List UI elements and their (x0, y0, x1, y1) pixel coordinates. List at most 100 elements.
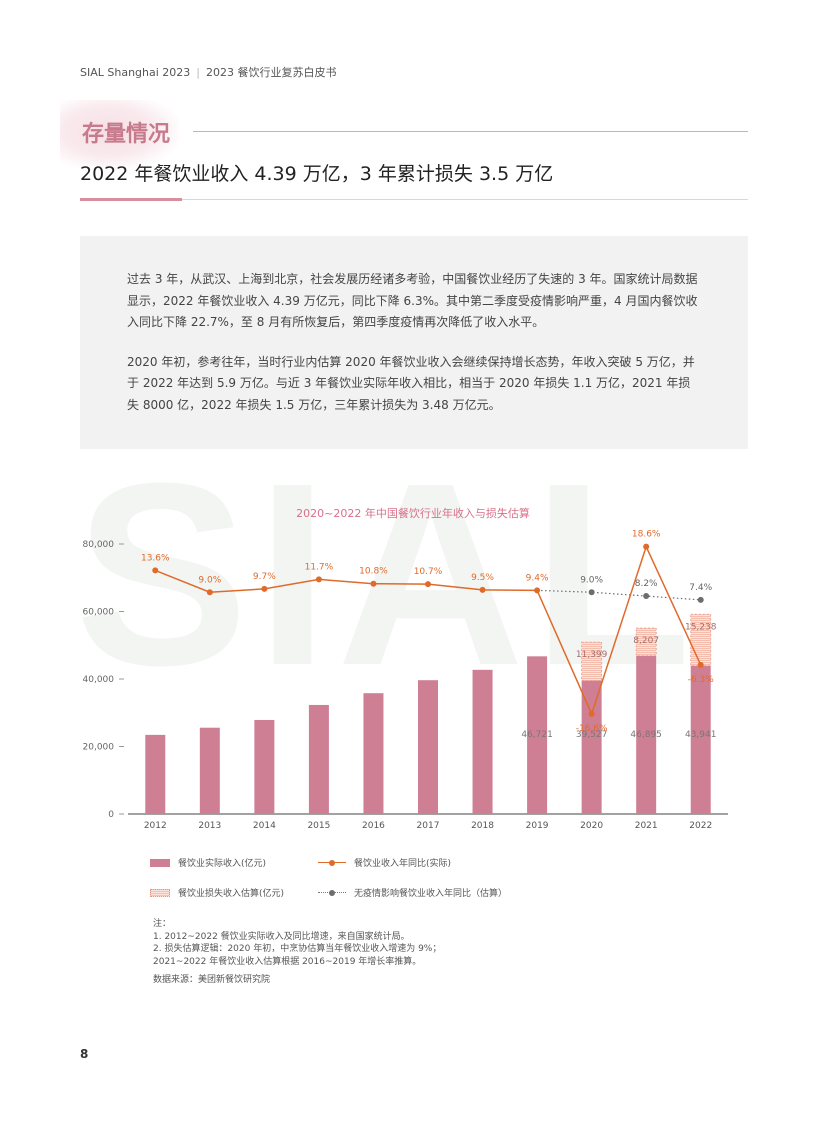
revenue-bar (418, 680, 438, 814)
header-brand: SIAL Shanghai 2023 (80, 66, 191, 79)
legend-label-actual: 餐饮业实际收入(亿元) (178, 859, 267, 869)
yoy-point (697, 661, 704, 668)
x-tick-label: 2012 (144, 821, 167, 831)
estimated-yoy-label: 7.4% (689, 583, 712, 593)
estimated-yoy-point (697, 596, 704, 603)
chart-notes: 注： 1. 2012~2022 餐饮业实际收入及同比增速，来自国家统计局。 2.… (153, 918, 441, 987)
yoy-point (534, 587, 541, 594)
x-tick-label: 2017 (417, 821, 440, 831)
yoy-point (152, 567, 159, 574)
x-tick-label: 2022 (689, 821, 712, 831)
y-tick-label: 60,000 (83, 608, 115, 618)
revenue-bar (199, 727, 220, 814)
note-2: 2. 损失估算逻辑：2020 年初，中烹协估算当年餐饮业收入增速为 9%； (153, 944, 442, 954)
yoy-point (479, 586, 486, 593)
loss-value-label: 8,207 (633, 636, 659, 646)
yoy-point (206, 589, 213, 596)
x-tick-label: 2020 (580, 821, 603, 831)
legend-label-est: 无疫情影响餐饮业收入年同比（估算） (354, 889, 508, 899)
legend-label-yoy: 餐饮业收入年同比(实际) (354, 859, 452, 869)
revenue-bar (472, 669, 493, 814)
y-tick-label: 0 (108, 810, 114, 820)
x-tick-label: 2021 (635, 821, 658, 831)
loss-value-label: 15,238 (685, 622, 717, 632)
revenue-loss-chart: 2020~2022 年中国餐饮行业年收入与损失估算 0 20,000 40,000 60… (83, 506, 728, 831)
revenue-value-label: 46,721 (521, 730, 553, 740)
estimated-yoy-point (588, 589, 595, 596)
section-title: 存量情况 (82, 121, 171, 147)
yoy-point (370, 580, 377, 587)
revenue-value-label: 39,527 (576, 730, 608, 740)
y-tick-label: 20,000 (83, 743, 115, 753)
revenue-bar (636, 655, 657, 814)
legend-item-actual: 餐饮业实际收入(亿元) (150, 856, 266, 869)
loss-value-label: 11,399 (576, 650, 608, 660)
revenue-bar (690, 665, 711, 814)
yoy-label: -6.3% (688, 675, 715, 685)
revenue-bar (363, 693, 384, 814)
yoy-label: 18.6% (632, 530, 661, 540)
yoy-point (261, 585, 268, 592)
legend-item-loss: 餐饮业损失收入估算(亿元) (150, 886, 284, 899)
legend-swatch-est (318, 889, 346, 897)
yoy-label: 9.5% (471, 573, 494, 583)
estimated-yoy-label: 8.2% (635, 579, 658, 589)
note-1: 1. 2012~2022 餐饮业实际收入及同比增速，来自国家统计局。 (153, 931, 410, 942)
yoy-label: 11.7% (305, 562, 334, 572)
section-heading: 存量情况 (60, 100, 750, 170)
yoy-point (643, 543, 650, 550)
section-title-decoration (60, 100, 180, 170)
note-2-cont: 2021~2022 年餐饮业收入估算根据 2016~2019 年增长率推算。 (153, 956, 422, 967)
x-tick-label: 2018 (471, 821, 494, 831)
legend-item-yoy: 餐饮业收入年同比(实际) (318, 856, 451, 869)
yoy-label: -16.6% (576, 724, 608, 734)
y-tick-label: 80,000 (83, 540, 115, 550)
header-doc-title: 2023 餐饮行业复苏白皮书 (206, 66, 337, 79)
x-tick-label: 2015 (307, 821, 330, 831)
x-tick-label: 2016 (362, 821, 385, 831)
yoy-point (315, 576, 322, 583)
loss-bar (635, 627, 657, 657)
yoy-label: 10.7% (414, 567, 443, 577)
summary-box: 过去 3 年，从武汉、上海到北京，社会发展历经诸多考验，中国餐饮业经历了失速的 … (80, 236, 748, 449)
legend-swatch-yoy (318, 859, 346, 867)
notes-title: 注： (153, 919, 172, 929)
loss-bar (581, 641, 603, 681)
legend-swatch-loss (150, 888, 170, 897)
estimated-yoy-label: 9.0% (580, 575, 603, 585)
x-tick-label: 2014 (253, 821, 276, 831)
y-tick-label: 40,000 (83, 675, 115, 685)
legend-swatch-actual (150, 858, 170, 867)
estimated-yoy-line (537, 589, 701, 601)
revenue-value-label: 46,895 (630, 730, 662, 740)
yoy-label: 10.8% (359, 567, 388, 577)
revenue-bar (308, 704, 329, 814)
estimated-yoy-point (643, 593, 650, 600)
yoy-label: 13.6% (141, 553, 170, 563)
header-separator: | (196, 66, 201, 79)
yoy-label: 9.0% (198, 575, 221, 585)
x-tick-label: 2019 (526, 821, 549, 831)
x-tick-label: 2013 (198, 821, 221, 831)
headline-divider (80, 199, 748, 200)
legend-item-est: 无疫情影响餐饮业收入年同比（估算） (318, 886, 507, 899)
data-source: 数据来源：美团新餐饮研究院 (153, 975, 271, 985)
page-header: SIAL Shanghai 2023 | 2023 餐饮行业复苏白皮书 (80, 64, 337, 80)
revenue-bar (581, 680, 602, 814)
section-divider (193, 131, 748, 132)
yoy-label: 9.4% (526, 573, 549, 583)
page-headline: 2022 年餐饮业收入 4.39 万亿，3 年累计损失 3.5 万亿 (80, 163, 554, 185)
legend-label-loss: 餐饮业损失收入估算(亿元) (178, 889, 285, 899)
revenue-bar (254, 719, 275, 814)
headline-divider-accent (80, 198, 182, 201)
revenue-bar (145, 734, 166, 814)
revenue-bar (527, 656, 548, 814)
yoy-point (425, 581, 431, 588)
chart-title: 2020~2022 年中国餐饮行业年收入与损失估算 (296, 506, 530, 520)
summary-paragraph-1: 过去 3 年，从武汉、上海到北京，社会发展历经诸多考验，中国餐饮业经历了失速的 … (127, 272, 698, 329)
yoy-point (588, 710, 595, 717)
revenue-value-label: 43,941 (685, 730, 717, 740)
page-number: 8 (80, 1047, 89, 1061)
summary-paragraph-2: 2020 年初，参考往年，当时行业内估算 2020 年餐饮业收入会继续保持增长态… (127, 354, 695, 412)
yoy-label: 9.7% (253, 572, 276, 582)
